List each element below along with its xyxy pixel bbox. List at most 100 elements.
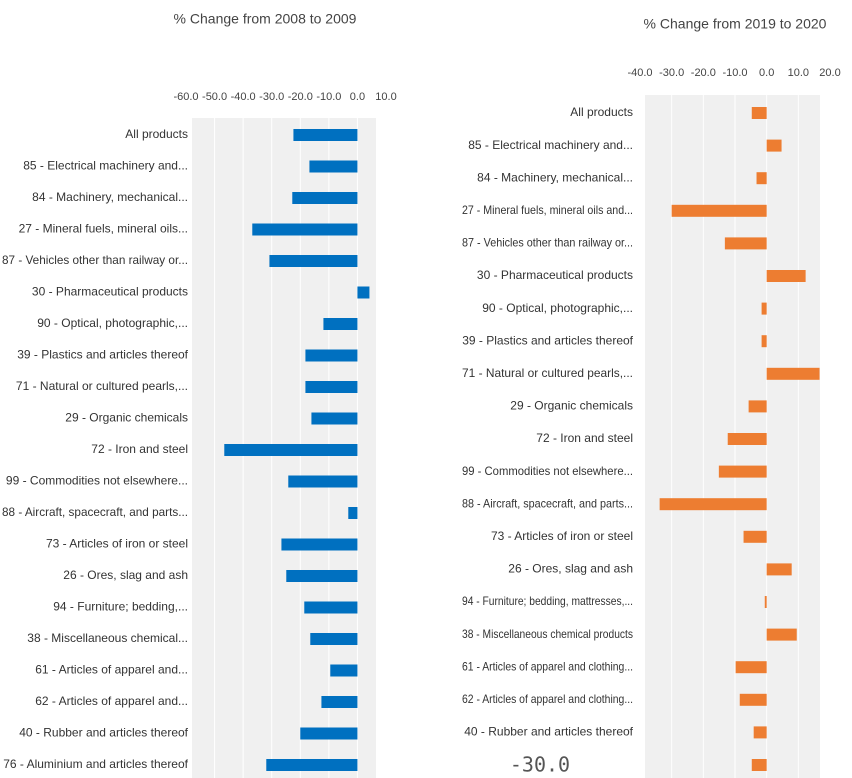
chart-title: % Change from 2019 to 2020 — [644, 16, 827, 32]
y-tick-label: 62 - Articles of apparel and clothing... — [462, 692, 633, 706]
y-tick-label: 99 - Commodities not elsewhere... — [6, 474, 188, 488]
bar — [743, 530, 767, 543]
x-tick-label: -10.0 — [316, 91, 341, 103]
y-tick-label: 30 - Pharmaceutical products — [477, 268, 633, 282]
y-tick-label: 71 - Natural or cultured pearls,... — [462, 366, 633, 380]
y-tick-label: 39 - Plastics and articles thereof — [17, 348, 188, 362]
bar — [766, 139, 782, 152]
bar — [323, 318, 358, 330]
y-tick-label: 71 - Natural or cultured pearls,... — [16, 379, 188, 393]
bar — [766, 367, 820, 380]
bar — [766, 270, 806, 282]
bar — [311, 412, 358, 425]
y-tick-label: 76 - Aluminium and articles thereof — [3, 757, 188, 771]
bar — [330, 664, 358, 677]
bar — [735, 661, 767, 674]
y-tick-label: 29 - Organic chemicals — [65, 411, 188, 425]
x-tick-label: 20.0 — [819, 67, 840, 79]
bar — [764, 596, 767, 608]
y-tick-label: 62 - Articles of apparel and... — [35, 694, 188, 708]
y-tick-label: 39 - Plastics and articles thereof — [462, 333, 633, 347]
bar — [224, 444, 358, 456]
y-tick-label: 73 - Articles of iron or steel — [46, 537, 188, 551]
y-tick-label: 73 - Articles of iron or steel — [491, 529, 633, 543]
x-tick-label: 0.0 — [759, 67, 774, 79]
y-tick-label: 87 - Vehicles other than railway or... — [2, 253, 188, 267]
y-tick-label: 38 - Miscellaneous chemical products — [462, 627, 633, 641]
y-tick-label: 61 - Articles of apparel and clothing... — [462, 659, 633, 673]
bar — [739, 693, 767, 706]
y-tick-label: 90 - Optical, photographic,... — [482, 301, 633, 315]
bar — [748, 400, 767, 413]
bar — [766, 563, 792, 576]
y-tick-label: 99 - Commodities not elsewhere... — [462, 464, 633, 478]
y-tick-label: 94 - Furniture; bedding,... — [53, 600, 188, 614]
bar — [281, 538, 358, 551]
y-tick-label: 88 - Aircraft, spacecraft, and parts... — [2, 505, 188, 519]
bar — [751, 107, 767, 119]
bar — [252, 223, 358, 236]
x-tick-label: -40.0 — [231, 91, 256, 103]
bar — [266, 759, 358, 771]
x-tick-label: -10.0 — [722, 67, 747, 79]
bar — [300, 727, 358, 740]
annotation: -30.0 — [510, 753, 570, 777]
x-tick-label: -60.0 — [173, 91, 198, 103]
x-tick-label: -30.0 — [259, 91, 284, 103]
y-tick-label: 27 - Mineral fuels, mineral oils and... — [462, 203, 633, 217]
y-tick-label: 38 - Miscellaneous chemical... — [27, 631, 188, 645]
y-tick-label: 88 - Aircraft, spacecraft, and parts... — [462, 496, 633, 510]
y-tick-label: 85 - Electrical machinery and... — [23, 159, 188, 173]
y-tick-label: 72 - Iron and steel — [536, 431, 633, 445]
x-tick-label: -20.0 — [691, 67, 716, 79]
x-tick-label: 0.0 — [350, 91, 365, 103]
bar — [751, 759, 767, 771]
x-tick-label: -20.0 — [288, 91, 313, 103]
bar — [310, 633, 358, 645]
bar — [292, 192, 358, 204]
bar — [269, 255, 358, 267]
bar — [305, 349, 358, 362]
y-tick-label: All products — [125, 127, 188, 141]
y-tick-label: 84 - Machinery, mechanical... — [477, 170, 633, 184]
y-tick-label: 84 - Machinery, mechanical... — [32, 190, 188, 204]
y-tick-label: 26 - Ores, slag and ash — [63, 568, 188, 582]
bar — [288, 475, 358, 488]
y-tick-label: 40 - Rubber and articles thereof — [464, 725, 633, 739]
y-tick-label: 85 - Electrical machinery and... — [468, 138, 633, 152]
bar — [309, 160, 358, 173]
chart-title: % Change from 2008 to 2009 — [174, 11, 357, 27]
bar — [304, 601, 358, 614]
bar — [357, 286, 370, 299]
y-tick-label: 90 - Optical, photographic,... — [37, 316, 188, 330]
bar — [761, 302, 767, 315]
x-tick-label: -40.0 — [627, 67, 652, 79]
bar — [718, 465, 767, 478]
bar — [659, 498, 767, 511]
y-tick-label: 27 - Mineral fuels, mineral oils... — [19, 222, 188, 236]
y-tick-label: 40 - Rubber and articles thereof — [19, 726, 188, 740]
bar — [761, 335, 767, 348]
bar — [348, 507, 358, 519]
x-tick-label: -50.0 — [202, 91, 227, 103]
y-tick-label: 94 - Furniture; bedding, mattresses,... — [462, 594, 633, 608]
x-tick-label: 10.0 — [375, 91, 396, 103]
y-tick-label: 30 - Pharmaceutical products — [32, 285, 188, 299]
bar — [305, 381, 358, 393]
bar — [756, 172, 767, 185]
bar — [753, 726, 767, 739]
y-tick-label: 26 - Ores, slag and ash — [508, 562, 633, 576]
bar — [727, 433, 767, 445]
bar — [286, 570, 358, 582]
y-tick-label: 87 - Vehicles other than railway or... — [462, 236, 633, 250]
bar — [293, 129, 358, 141]
y-tick-label: 29 - Organic chemicals — [510, 399, 633, 413]
y-tick-label: 61 - Articles of apparel and... — [35, 663, 188, 677]
y-tick-label: 72 - Iron and steel — [91, 442, 188, 456]
x-tick-label: -30.0 — [659, 67, 684, 79]
bar — [724, 237, 767, 250]
y-tick-label: All products — [570, 105, 633, 119]
bar — [321, 696, 358, 708]
x-tick-label: 10.0 — [788, 67, 809, 79]
